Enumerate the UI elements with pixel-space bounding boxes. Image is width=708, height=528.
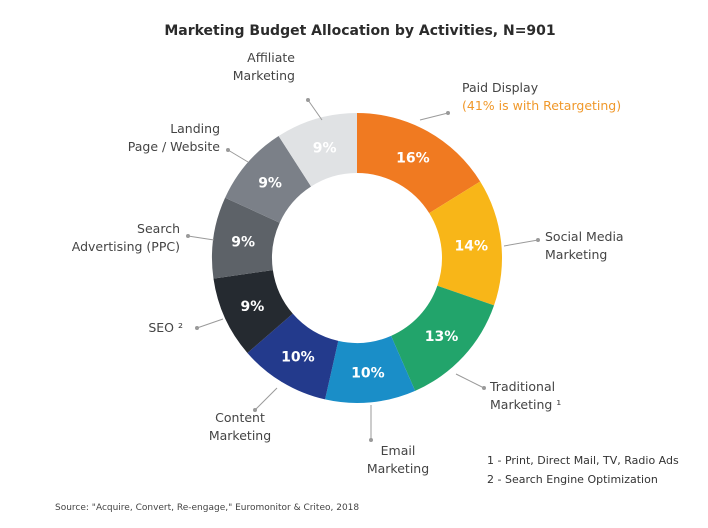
donut-slice [325,335,416,403]
slice-value-label: 13% [425,329,459,345]
category-label: Social Media Marketing [545,229,624,262]
connector-dot [226,148,230,152]
donut-slice [278,113,357,187]
category-labels: Paid Display (41% is with Retargeting) Soc… [72,50,624,476]
connector-line [419,112,449,121]
category-label: Affiliate Marketing [233,50,296,83]
category-label: Email Marketing [367,443,429,476]
donut-slice [247,313,339,400]
category-label: SEO ² [148,320,183,335]
donut-slice [213,270,293,353]
donut-slice [212,197,280,279]
value-labels: 16% 14% 13% 10% 10% 9% 9% 9% 9% [231,141,488,382]
connector-dot [369,438,373,442]
donut-slice [357,113,481,214]
connector-dot [195,326,199,330]
connector-line [254,387,278,411]
slice-value-label: 16% [396,151,430,167]
connector-dot [446,111,450,115]
category-label: Landing Page / Website [128,121,221,154]
connector-dot [306,98,310,102]
slice-value-label: 9% [258,176,282,192]
slice-value-label: 10% [281,350,315,366]
slice-value-label: 9% [313,141,337,157]
slice-value-label: 9% [231,235,255,251]
connector-line [196,318,224,329]
connector-line [307,99,323,121]
donut-slice [225,136,312,223]
connector-line [455,373,485,389]
connector-dot [253,408,257,412]
footnote-1: 1 - Print, Direct Mail, TV, Radio Ads [487,454,679,467]
connector-dot [536,238,540,242]
source-note: Source: "Acquire, Convert, Re-engage," E… [55,503,359,513]
connector-line [503,239,539,247]
slice-value-label: 14% [455,238,489,254]
connector-dot [186,234,190,238]
footnote-2: 2 - Search Engine Optimization [487,473,658,486]
label-connectors [186,98,540,442]
category-label: Traditional Marketing ¹ [489,379,561,412]
connector-line [187,235,215,241]
category-label: Paid Display (41% is with Retargeting) [462,80,621,113]
connector-line [227,149,249,163]
donut-slices [212,113,502,403]
connector-dot [482,386,486,390]
category-label: Content Marketing [209,410,271,443]
slice-value-label: 10% [351,365,385,381]
donut-slice [391,285,495,391]
chart-title: Marketing Budget Allocation by Activitie… [164,23,555,39]
slice-value-label: 9% [241,299,265,315]
category-label: Search Advertising (PPC) [72,221,180,254]
donut-slice [429,181,502,306]
